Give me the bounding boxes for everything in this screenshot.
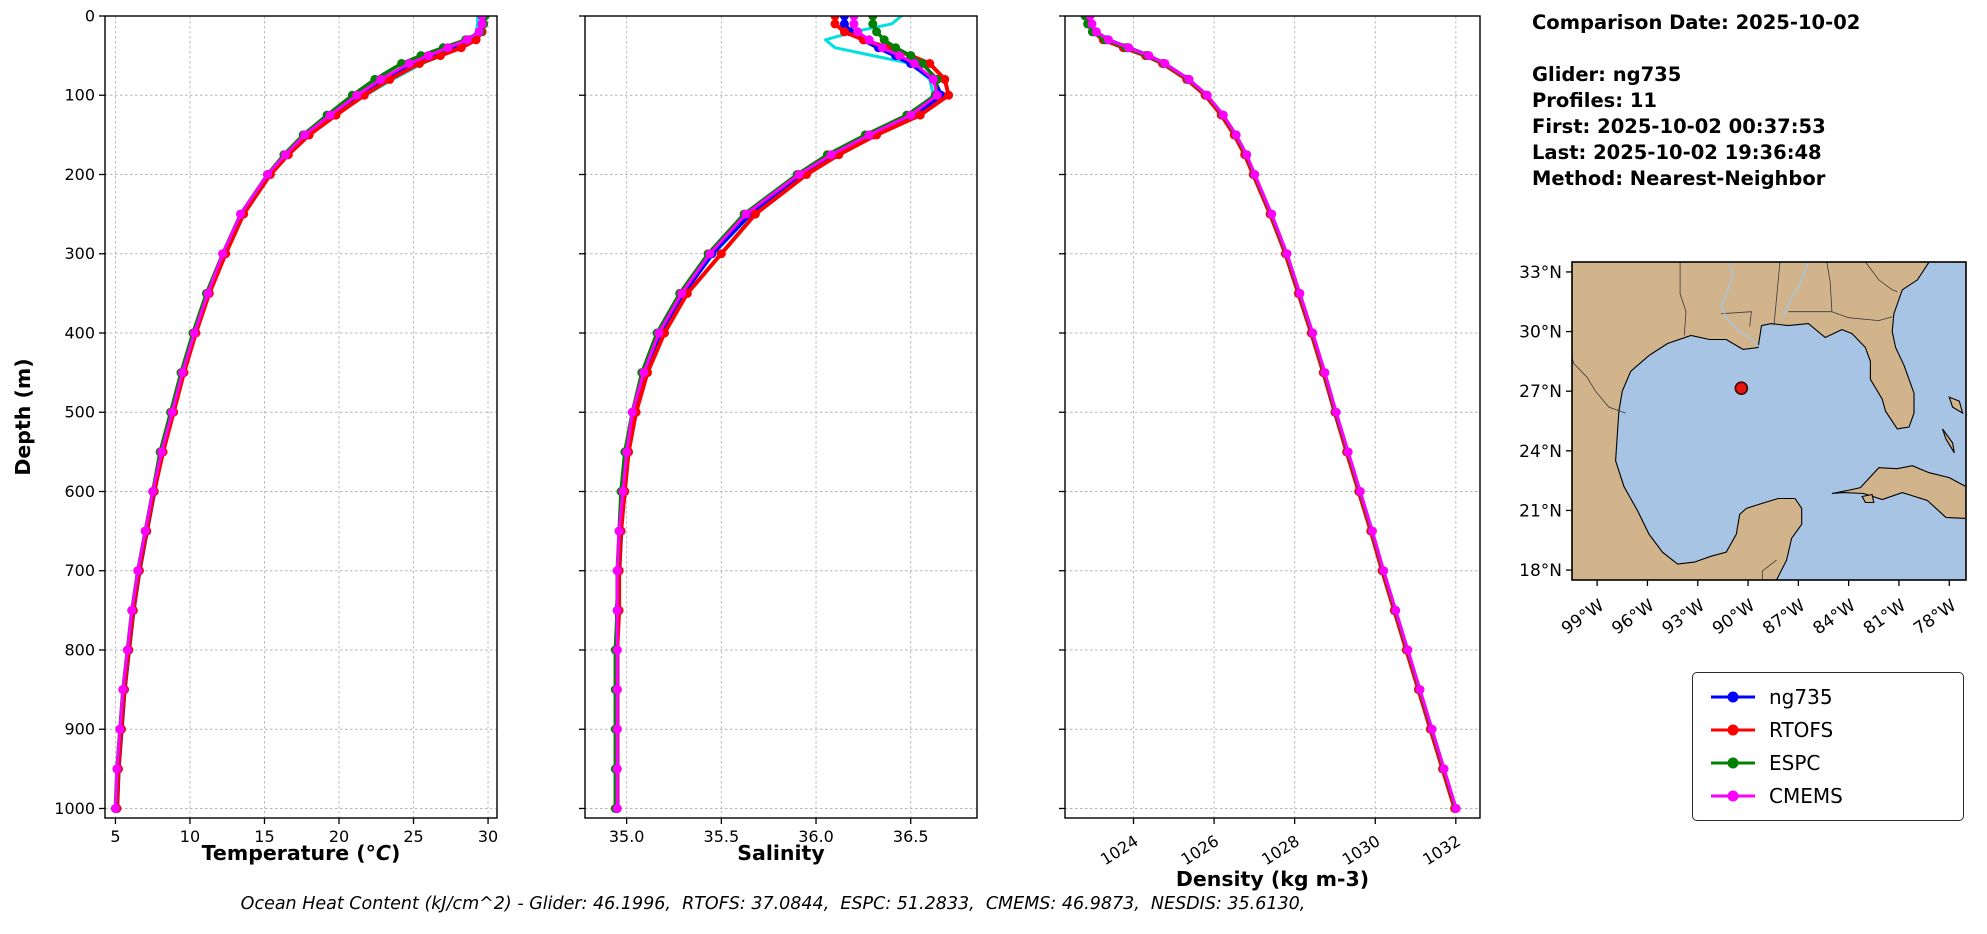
svg-text:500: 500 [64, 403, 95, 422]
legend-swatch-ESPC [1711, 757, 1755, 769]
legend-swatch-ng735 [1711, 691, 1755, 703]
svg-text:87°W: 87°W [1759, 596, 1809, 639]
land-bahamas-andros [1941, 428, 1955, 454]
depth-axis-label: Depth (m) [11, 358, 35, 475]
svg-text:900: 900 [64, 720, 95, 739]
svg-text:1030: 1030 [1339, 831, 1384, 869]
svg-text:400: 400 [64, 323, 95, 342]
svg-text:78°W: 78°W [1910, 596, 1960, 639]
land-north-america [1572, 262, 1930, 580]
political-border [1773, 262, 1781, 326]
svg-text:25: 25 [403, 827, 423, 846]
legend-label: CMEMS [1769, 784, 1843, 808]
legend: ng735 RTOFS ESPC CMEMS [1692, 672, 1964, 821]
svg-text:81°W: 81°W [1860, 596, 1910, 639]
svg-text:33°N: 33°N [1519, 263, 1562, 283]
river [1720, 262, 1760, 347]
svg-text:18°N: 18°N [1519, 561, 1562, 581]
river [1782, 262, 1810, 318]
glider-position-marker [1734, 381, 1749, 396]
svg-text:36.0: 36.0 [798, 827, 834, 846]
land-cuba [1831, 465, 1966, 519]
svg-text:30°N: 30°N [1519, 323, 1562, 343]
svg-text:1028: 1028 [1258, 831, 1303, 869]
svg-text:93°W: 93°W [1659, 596, 1709, 639]
legend-swatch-CMEMS [1711, 790, 1755, 802]
svg-text:84°W: 84°W [1810, 596, 1860, 639]
svg-text:0: 0 [85, 7, 95, 26]
svg-text:99°W: 99°W [1558, 596, 1608, 639]
legend-item-ng735: ng735 [1709, 685, 1947, 709]
svg-text:300: 300 [64, 244, 95, 263]
legend-label: ESPC [1769, 751, 1821, 775]
svg-text:1000: 1000 [54, 799, 95, 818]
svg-text:100: 100 [64, 86, 95, 105]
legend-label: RTOFS [1769, 718, 1834, 742]
svg-text:35.0: 35.0 [609, 827, 645, 846]
glider-name: Glider: ng735 [1532, 63, 1682, 86]
svg-text:5: 5 [110, 827, 120, 846]
method-label: Method: Nearest-Neighbor [1532, 167, 1826, 190]
svg-text:10: 10 [180, 827, 200, 846]
temperature-plot: 5 10 15 20 25 3001002003004005006007008009001… [11, 7, 498, 866]
last-profile-time: Last: 2025-10-02 19:36:48 [1532, 141, 1822, 164]
political-border [1679, 262, 1687, 336]
svg-text:24°N: 24°N [1519, 442, 1562, 462]
political-border [1865, 262, 1898, 293]
salinity-axis-label: Salinity [737, 841, 824, 865]
land-bahamas-grand [1948, 396, 1964, 415]
political-border [1831, 311, 1893, 322]
density-axis-label: Density (kg m-3) [1176, 867, 1369, 891]
density-plot: 1024 1026 1028 1030 1032 Density (kg m-3) [1059, 15, 1481, 891]
legend-item-CMEMS: CMEMS [1709, 784, 1947, 808]
first-profile-time: First: 2025-10-02 00:37:53 [1532, 115, 1826, 138]
legend-swatch-RTOFS [1711, 724, 1755, 736]
svg-text:1032: 1032 [1419, 831, 1464, 869]
svg-text:35.5: 35.5 [704, 827, 740, 846]
profile-count: Profiles: 11 [1532, 89, 1657, 112]
svg-text:200: 200 [64, 165, 95, 184]
series-markers-CMEMS [110, 16, 487, 813]
political-border [1572, 357, 1626, 414]
series-markers-CMEMS [612, 16, 942, 813]
svg-text:21°N: 21°N [1519, 501, 1562, 521]
svg-text:700: 700 [64, 561, 95, 580]
svg-text:30: 30 [478, 827, 498, 846]
political-border [1826, 262, 1833, 312]
svg-text:1026: 1026 [1178, 831, 1223, 869]
svg-text:600: 600 [64, 482, 95, 501]
svg-text:800: 800 [64, 640, 95, 659]
svg-text:36.5: 36.5 [893, 827, 929, 846]
svg-text:27°N: 27°N [1519, 382, 1562, 402]
svg-text:96°W: 96°W [1608, 596, 1658, 639]
temperature-axis-label: Temperature (°C) [202, 841, 401, 865]
series-markers-CMEMS [1085, 16, 1461, 813]
legend-item-RTOFS: RTOFS [1709, 718, 1947, 742]
ohc-caption: Ocean Heat Content (kJ/cm^2) - Glider: 4… [240, 894, 1306, 914]
svg-text:90°W: 90°W [1709, 596, 1759, 639]
land-isla-de-la-juventud [1861, 493, 1875, 504]
svg-text:20: 20 [329, 827, 349, 846]
political-border [1721, 311, 1752, 327]
gulf-map: 99°W 96°W 93°W 90°W 87°W 84°W 81°W 78°W 33°N 30°N… [1519, 261, 1967, 639]
legend-item-ESPC: ESPC [1709, 751, 1947, 775]
salinity-plot: 35.0 35.5 36.0 36.5 Salinity [579, 15, 978, 865]
svg-text:1024: 1024 [1097, 831, 1142, 869]
political-border [1761, 559, 1777, 580]
svg-text:15: 15 [254, 827, 274, 846]
info-panel: Comparison Date: 2025-10-02 Glider: ng73… [1532, 10, 1860, 192]
comparison-date: Comparison Date: 2025-10-02 [1532, 11, 1861, 34]
legend-label: ng735 [1769, 685, 1833, 709]
